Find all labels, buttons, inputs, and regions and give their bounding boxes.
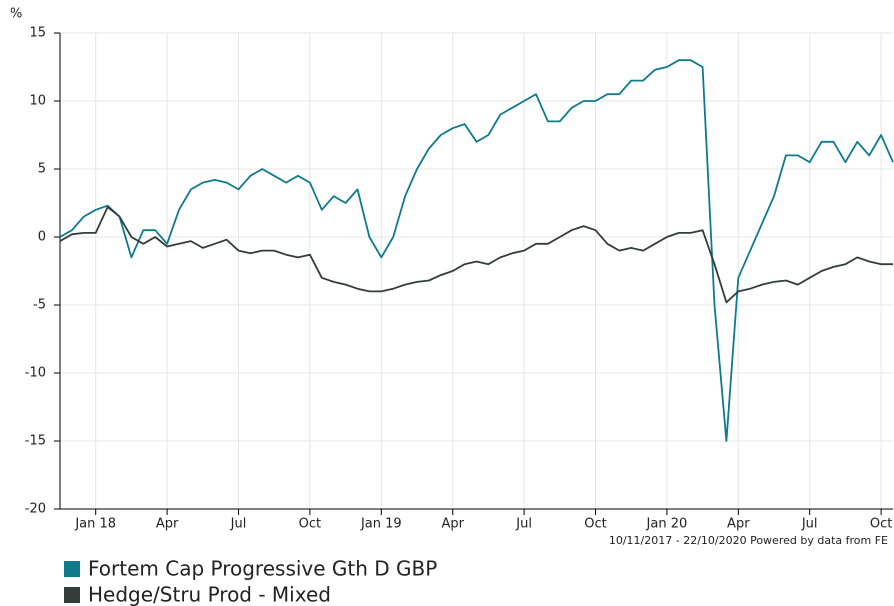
x-tick-label: Jan 19 xyxy=(360,517,402,532)
y-tick-label: -10 xyxy=(25,366,46,381)
x-tick-label: Oct xyxy=(870,517,892,532)
y-tick-label: -15 xyxy=(25,434,46,449)
legend-swatch xyxy=(64,561,80,577)
series-line xyxy=(59,59,894,442)
y-tick-label: -20 xyxy=(25,502,46,517)
x-tick-label: Apr xyxy=(727,517,750,532)
legend-label: Hedge/Stru Prod - Mixed xyxy=(88,583,331,606)
x-tick-label: Jul xyxy=(230,517,247,532)
x-tick-label: Oct xyxy=(299,517,321,532)
x-tick-label: Apr xyxy=(156,517,179,532)
x-tick-label: Jul xyxy=(801,517,818,532)
y-unit: % xyxy=(10,7,22,22)
footnote: 10/11/2017 - 22/10/2020 Powered by data … xyxy=(609,534,888,547)
x-tick-label: Oct xyxy=(584,517,606,532)
x-tick-label: Jul xyxy=(515,517,532,532)
y-tick-label: 5 xyxy=(38,162,46,177)
y-tick-label: 0 xyxy=(38,230,46,245)
y-tick-label: 15 xyxy=(29,26,46,41)
y-tick-label: 10 xyxy=(29,94,46,109)
x-tick-label: Jan 18 xyxy=(74,517,116,532)
series-line xyxy=(59,206,893,304)
y-tick-label: -5 xyxy=(33,298,46,313)
x-tick-label: Jan 20 xyxy=(646,517,688,532)
legend-label: Fortem Cap Progressive Gth D GBP xyxy=(88,557,437,581)
legend-swatch xyxy=(64,587,80,603)
x-tick-label: Apr xyxy=(441,517,464,532)
